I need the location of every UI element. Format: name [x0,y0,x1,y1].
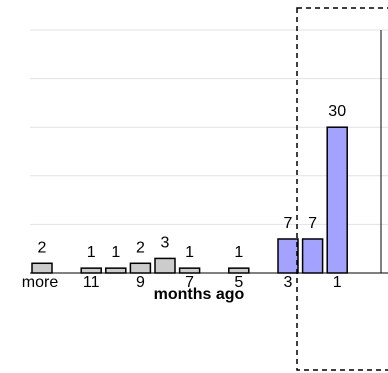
bar-5 [228,267,250,274]
data-label-2: 7 [308,215,317,232]
x-tick-3: 3 [284,274,293,291]
data-label-3: 7 [284,215,293,232]
bars [31,126,348,274]
bar-2 [301,238,324,274]
x-tick-5: 5 [234,274,243,291]
data-label-11: 1 [87,244,96,261]
bar-8 [154,257,176,274]
data-label-9: 2 [136,239,145,256]
x-tick-9: 9 [136,274,145,291]
data-label-5: 1 [234,244,243,261]
data-label-10: 1 [111,244,120,261]
data-label-7: 1 [185,244,194,261]
bar-7 [178,267,201,274]
data-label-more: 2 [38,239,47,256]
x-tick-11: 11 [83,274,100,291]
bar-more [31,262,53,274]
bar-1 [326,126,348,274]
bar-11 [80,267,102,274]
x-tick-7: 7 [185,274,194,291]
x-tick-more: more [22,274,59,291]
x-tick-1: 1 [333,274,342,291]
bar-3 [277,238,299,274]
x-axis-title: months ago [154,286,245,303]
highlight-box [296,7,388,371]
x-tick-labels: more 11 9 7 5 3 1 [22,274,342,291]
data-label-8: 3 [161,234,170,251]
data-labels: 2 1 1 2 31 17 730 [38,103,347,261]
bar-9 [129,262,152,274]
bar-10 [105,267,127,274]
grid [30,29,388,274]
data-label-1: 30 [328,103,346,120]
